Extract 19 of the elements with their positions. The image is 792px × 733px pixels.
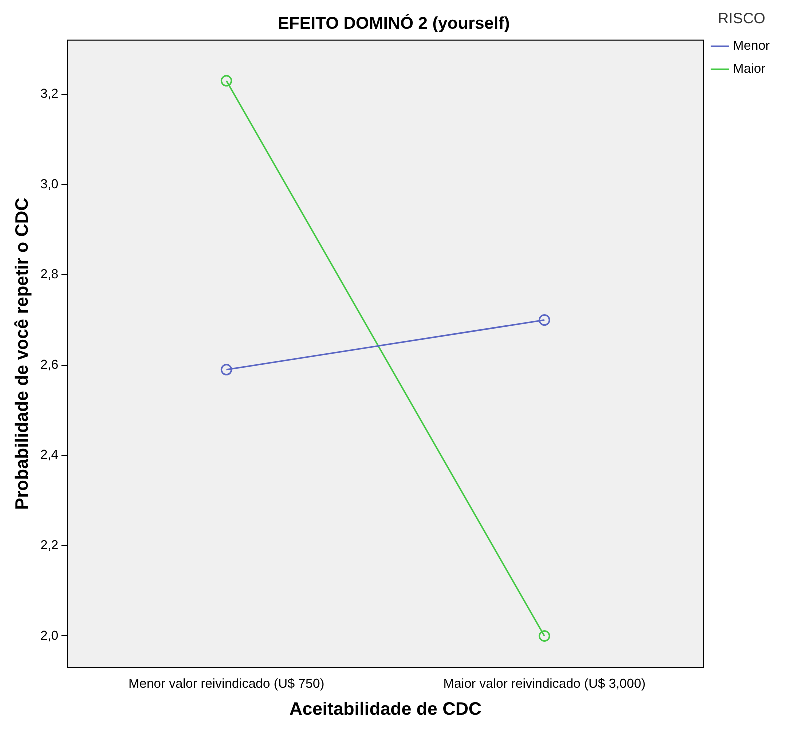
y-tick-label: 2,0	[40, 628, 59, 643]
y-tick-label: 2,4	[40, 447, 59, 462]
point	[538, 630, 550, 642]
y-tick-label: 2,6	[40, 356, 59, 372]
point	[220, 364, 232, 376]
x-tick-label: Menor valor reivindicado (U$ 750)	[128, 676, 325, 692]
y-axis-title: Probabilidade de você repetir o CDC	[12, 198, 32, 510]
x-axis-title: Aceitabilidade de CDC	[290, 699, 482, 720]
y-tick-label: 3,2	[40, 86, 59, 102]
legend-title: RISCO	[718, 10, 766, 28]
legend-label: Menor	[733, 38, 771, 54]
point	[538, 314, 550, 326]
y-tick-label: 3,0	[40, 176, 59, 192]
x-tick-label: Maior valor reivindicado (U$ 3,000)	[444, 676, 646, 692]
y-tick-label: 2,2	[40, 538, 59, 553]
point	[220, 75, 232, 87]
chart-title: EFEITO DOMINÓ 2 (yourself)	[278, 12, 510, 33]
legend-label: Maior	[733, 61, 766, 76]
y-tick-label: 2,8	[40, 266, 59, 282]
